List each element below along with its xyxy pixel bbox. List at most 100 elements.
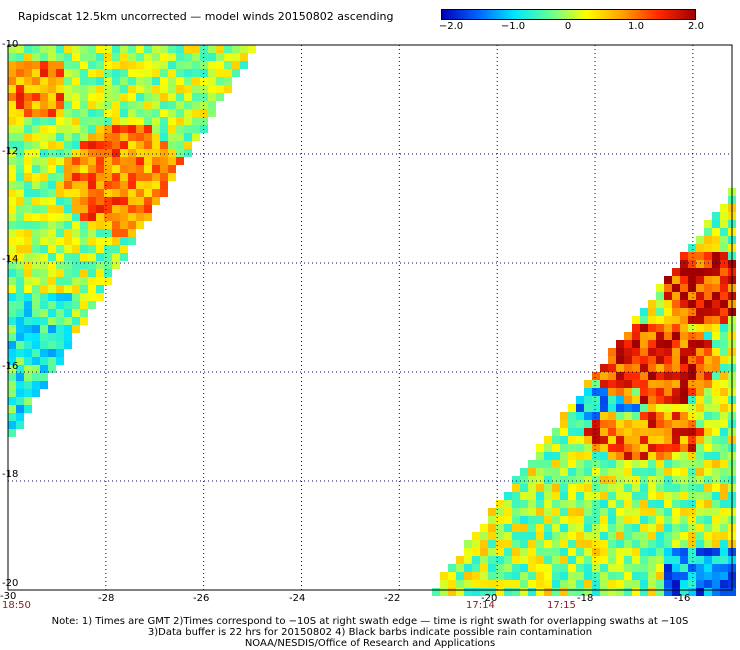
swath-cell (16, 149, 24, 157)
swath-cell (136, 165, 144, 173)
swath-cell (496, 588, 504, 596)
swath-cell (688, 316, 696, 324)
swath-cell (8, 77, 16, 85)
swath-cell (640, 348, 648, 356)
swath-cell (40, 269, 48, 277)
swath-cell (720, 524, 728, 532)
swath-cell (616, 428, 624, 436)
swath-cell (168, 117, 176, 125)
swath-cell (464, 572, 472, 580)
swath-cell (64, 325, 72, 333)
swath-cell (128, 213, 136, 221)
swath-cell (704, 228, 712, 236)
swath-cell (712, 452, 720, 460)
swath-cell (496, 516, 504, 524)
swath-cell (568, 556, 576, 564)
swath-cell (88, 85, 96, 93)
swath-cell (624, 332, 632, 340)
swath-cell (80, 245, 88, 253)
swath-cell (120, 189, 128, 197)
swath-cell (144, 93, 152, 101)
swath-cell (176, 85, 184, 93)
swath-cell (8, 317, 16, 325)
swath-cell (600, 508, 608, 516)
swath-cell (600, 556, 608, 564)
swath-cell (640, 404, 648, 412)
swath-cell (712, 500, 720, 508)
swath-cell (664, 484, 672, 492)
swath-cell (536, 524, 544, 532)
swath-cell (40, 349, 48, 357)
swath-cell (640, 532, 648, 540)
swath-cell (560, 540, 568, 548)
swath-cell (8, 237, 16, 245)
swath-cell (80, 77, 88, 85)
swath-cell (656, 420, 664, 428)
swath-cell (536, 564, 544, 572)
swath-cell (96, 245, 104, 253)
swath-cell (88, 61, 96, 69)
swath-cell (640, 460, 648, 468)
swath-cell (8, 133, 16, 141)
swath-cell (208, 85, 216, 93)
swath-cell (496, 564, 504, 572)
swath-cell (152, 93, 160, 101)
swath-cell (696, 268, 704, 276)
swath-cell (672, 436, 680, 444)
swath-cell (688, 300, 696, 308)
swath-cell (224, 53, 232, 61)
swath-cell (472, 556, 480, 564)
swath-cell (552, 508, 560, 516)
swath-cell (632, 508, 640, 516)
swath-cell (680, 364, 688, 372)
swath-cell (720, 252, 728, 260)
swath-cell (96, 237, 104, 245)
swath-cell (8, 413, 16, 421)
swath-cell (16, 293, 24, 301)
swath-cell (672, 588, 680, 596)
swath-cell (512, 556, 520, 564)
swath-cell (32, 293, 40, 301)
swath-cell (144, 213, 152, 221)
swath-cell (32, 93, 40, 101)
swath-cell (40, 53, 48, 61)
swath-cell (32, 157, 40, 165)
swath-cell (32, 149, 40, 157)
swath-cell (640, 468, 648, 476)
swath-cell (480, 532, 488, 540)
swath-cell (624, 524, 632, 532)
swath-cell (672, 396, 680, 404)
swath-cell (48, 245, 56, 253)
swath-cell (648, 500, 656, 508)
swath-cell (680, 348, 688, 356)
swath-cell (472, 580, 480, 588)
swath-cell (128, 157, 136, 165)
swath-cell (504, 492, 512, 500)
swath-cell (24, 341, 32, 349)
swath-cell (96, 61, 104, 69)
swath-cell (8, 357, 16, 365)
swath-cell (680, 396, 688, 404)
swath-cell (16, 109, 24, 117)
swath-cell (144, 109, 152, 117)
swath-cell (712, 380, 720, 388)
swath-cell (80, 197, 88, 205)
swath-cell (80, 85, 88, 93)
swath-cell (688, 348, 696, 356)
swath-cell (544, 460, 552, 468)
swath-cell (152, 165, 160, 173)
swath-cell (16, 405, 24, 413)
swath-cell (120, 125, 128, 133)
swath-cell (600, 516, 608, 524)
swath-cell (640, 324, 648, 332)
swath-cell (568, 420, 576, 428)
swath-cell (128, 85, 136, 93)
swath-cell (584, 436, 592, 444)
swath-cell (632, 484, 640, 492)
swath-cell (544, 548, 552, 556)
swath-cell (24, 237, 32, 245)
swath-cell (688, 476, 696, 484)
swath-cell (504, 564, 512, 572)
swath-cell (688, 388, 696, 396)
swath-cell (8, 93, 16, 101)
